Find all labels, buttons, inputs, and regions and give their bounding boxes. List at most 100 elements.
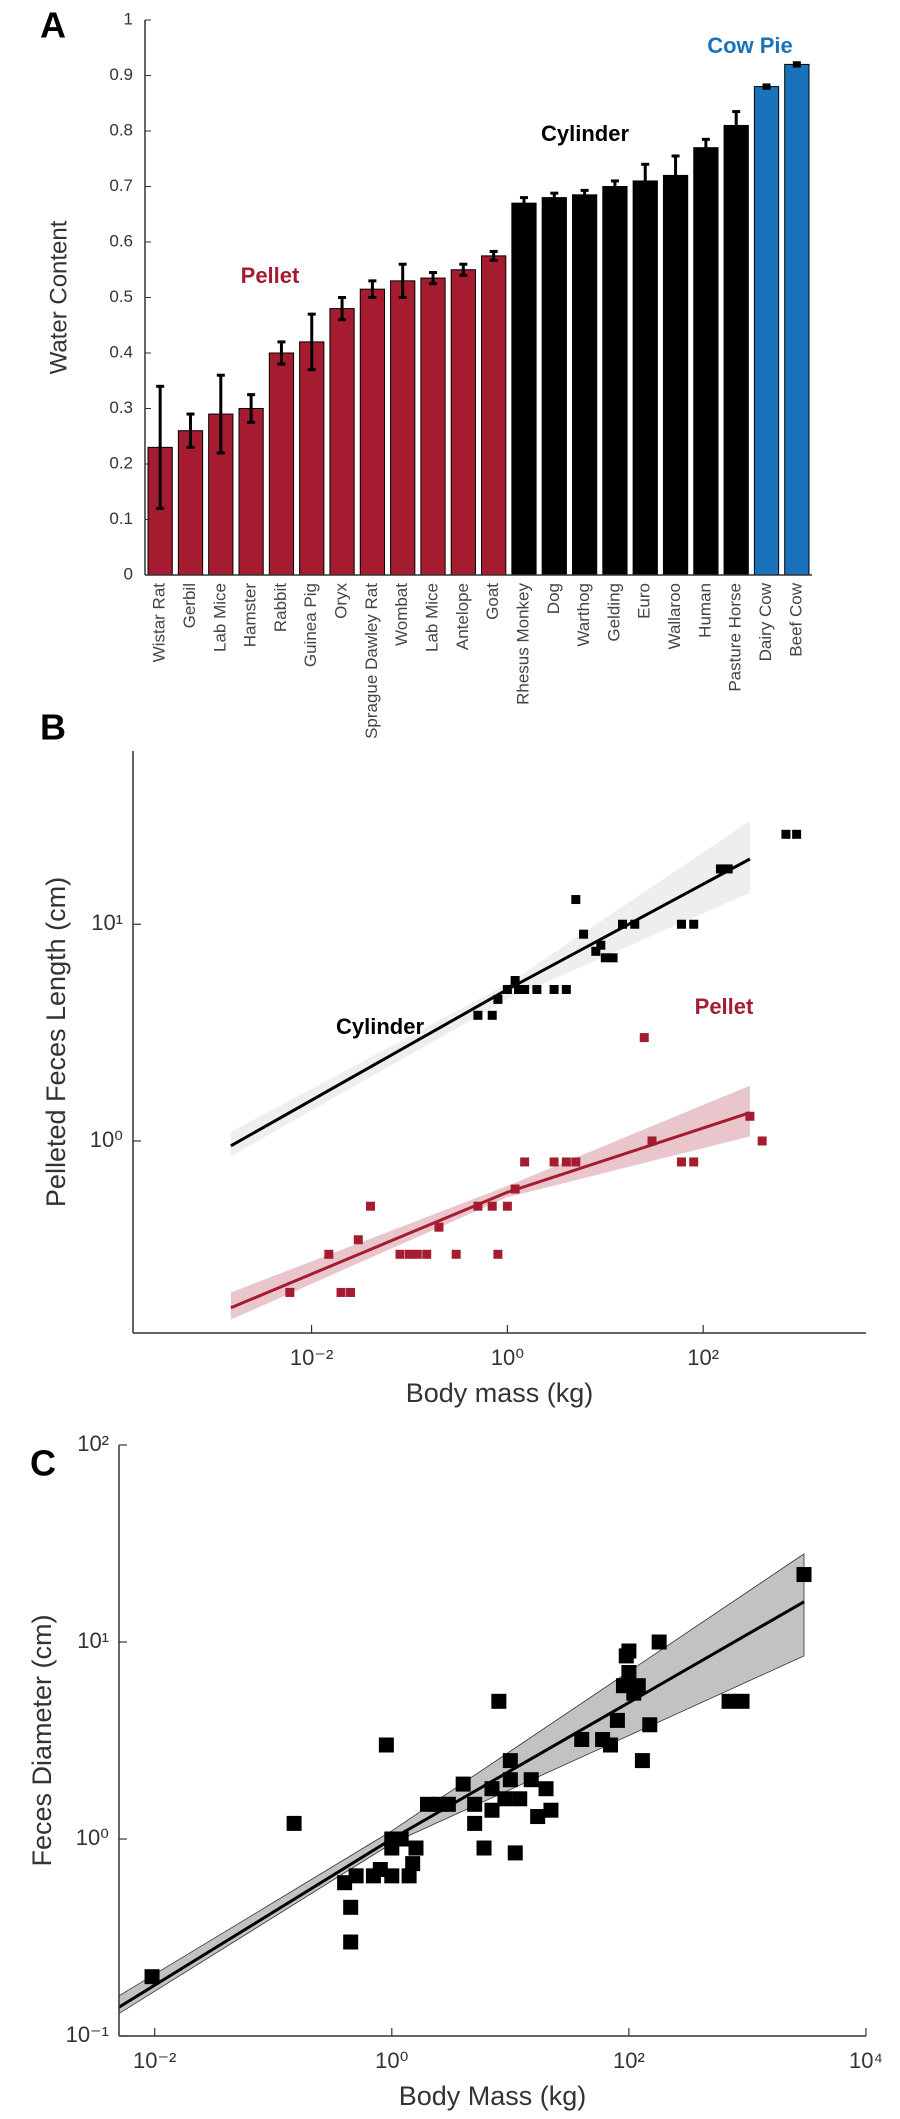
point [393, 1831, 409, 1847]
series-label: Pellet [695, 994, 754, 1019]
bar [238, 408, 264, 576]
y-tick-label: 10² [77, 1431, 109, 1456]
x-tick-label: Human [695, 583, 714, 638]
bar [299, 341, 325, 576]
x-tick-label: 10⁰ [491, 1345, 524, 1370]
y-tick-label: 0.5 [109, 287, 133, 306]
point [487, 1010, 497, 1020]
point [532, 984, 542, 994]
point [412, 1249, 422, 1259]
point [467, 1815, 483, 1831]
bar [662, 174, 689, 576]
point [440, 1796, 456, 1812]
point [502, 1772, 518, 1788]
point [520, 1157, 530, 1167]
y-tick-label: 0.8 [109, 120, 133, 139]
point [343, 1934, 359, 1950]
point [630, 919, 640, 929]
point [757, 1136, 767, 1146]
point [419, 1796, 435, 1812]
point [543, 1802, 559, 1818]
point [343, 1899, 359, 1915]
point [491, 1693, 507, 1709]
bar [723, 124, 749, 576]
point [384, 1868, 400, 1884]
bar [571, 194, 598, 576]
point [493, 1249, 503, 1259]
point [689, 1157, 699, 1167]
point [574, 1731, 590, 1747]
x-tick-label: Warthog [574, 583, 593, 647]
point [493, 994, 503, 1004]
point [473, 1010, 483, 1020]
point [484, 1781, 500, 1797]
point [591, 946, 601, 956]
point [621, 1665, 637, 1681]
x-tick-label: Goat [483, 583, 502, 620]
point [630, 1678, 646, 1694]
y-tick-label: 10⁰ [90, 1127, 123, 1152]
x-tick-label: 10⁴ [849, 2048, 883, 2073]
x-tick-label: Wistar Rat [150, 583, 169, 663]
bar [602, 186, 628, 576]
series-label: Pellet [241, 263, 300, 288]
x-tick-label: Hamster [241, 583, 260, 648]
y-tick-label: 1 [124, 9, 133, 28]
point [549, 1157, 559, 1167]
point [467, 1796, 483, 1812]
point [676, 1157, 686, 1167]
point [473, 1201, 483, 1211]
point [336, 1287, 346, 1297]
y-tick-label: 0 [124, 564, 133, 583]
point [348, 1868, 364, 1884]
y-tick-label: 10¹ [77, 1628, 109, 1653]
point [497, 1791, 513, 1807]
point [285, 1287, 295, 1297]
point [346, 1287, 356, 1297]
x-tick-label: Pasture Horse [726, 583, 745, 692]
x-axis-label: Body Mass (kg) [399, 2081, 587, 2111]
y-tick-label: 0.6 [109, 231, 133, 250]
point [487, 1201, 497, 1211]
point [600, 953, 610, 963]
x-tick-label: Wallaroo [665, 583, 684, 649]
point [395, 1249, 405, 1259]
point [512, 1791, 528, 1807]
x-tick-label: Lab Mice [210, 583, 229, 652]
x-tick-label: 10² [687, 1345, 719, 1370]
bar [450, 269, 476, 576]
point [618, 919, 628, 929]
point [792, 829, 802, 839]
point [324, 1249, 334, 1259]
y-tick-label: 10¹ [91, 910, 123, 935]
point [514, 984, 524, 994]
bar [753, 86, 780, 576]
point [523, 1772, 539, 1788]
x-tick-label: Rabbit [271, 583, 290, 632]
bar [359, 288, 386, 576]
point [510, 1184, 520, 1194]
point [405, 1856, 421, 1872]
series-label: Cow Pie [707, 33, 793, 58]
point [422, 1249, 432, 1259]
point [337, 1875, 353, 1891]
bar [632, 180, 658, 576]
point [734, 1693, 750, 1709]
x-tick-label: 10² [613, 2048, 645, 2073]
y-tick-label: 10⁻¹ [66, 2022, 109, 2047]
point [603, 1737, 619, 1753]
point [781, 829, 791, 839]
point [634, 1753, 650, 1769]
point [455, 1776, 471, 1792]
x-tick-label: Beef Cow [786, 582, 805, 656]
bar [329, 308, 355, 576]
point [451, 1249, 461, 1259]
x-tick-label: Lab Mice [423, 583, 442, 652]
bar [784, 63, 810, 576]
x-axis-label: Body mass (kg) [406, 1378, 594, 1408]
point [144, 1969, 160, 1985]
point [366, 1201, 376, 1211]
point [476, 1840, 492, 1856]
x-tick-label: Euro [635, 583, 654, 619]
